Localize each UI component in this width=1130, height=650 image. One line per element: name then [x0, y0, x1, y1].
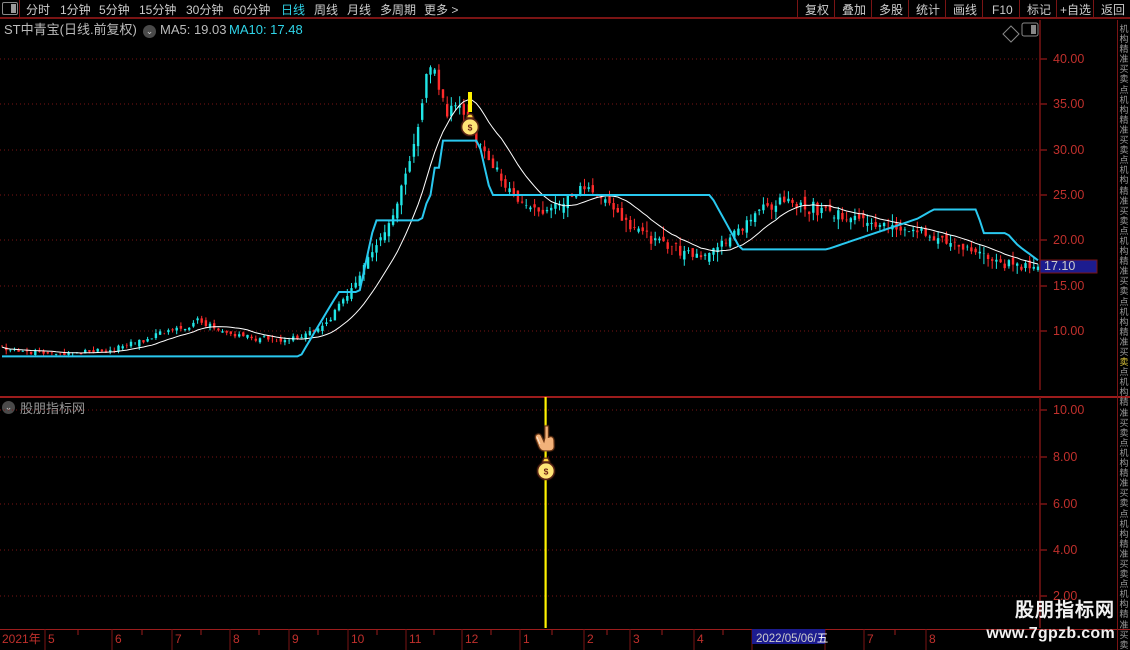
svg-text:1: 1 — [523, 632, 530, 646]
svg-text:8: 8 — [233, 632, 240, 646]
svg-text:6.00: 6.00 — [1053, 497, 1077, 511]
svg-text:12: 12 — [465, 632, 479, 646]
svg-text:8: 8 — [929, 632, 936, 646]
svg-text:40.00: 40.00 — [1053, 52, 1084, 66]
svg-text:10.00: 10.00 — [1053, 324, 1084, 338]
svg-text:$: $ — [544, 467, 549, 477]
svg-text:20.00: 20.00 — [1053, 233, 1084, 247]
svg-text:2022/05/06/五: 2022/05/06/五 — [756, 633, 828, 645]
svg-text:6: 6 — [115, 632, 122, 646]
svg-text:15.00: 15.00 — [1053, 279, 1084, 293]
svg-text:5: 5 — [48, 632, 55, 646]
svg-text:10: 10 — [351, 632, 365, 646]
svg-text:4: 4 — [697, 632, 704, 646]
svg-text:10.00: 10.00 — [1053, 403, 1084, 417]
svg-text:25.00: 25.00 — [1053, 188, 1084, 202]
svg-text:7: 7 — [867, 632, 874, 646]
svg-text:3: 3 — [633, 632, 640, 646]
svg-text:8.00: 8.00 — [1053, 450, 1077, 464]
svg-text:7: 7 — [175, 632, 182, 646]
svg-text:17.10: 17.10 — [1044, 259, 1075, 273]
svg-text:4.00: 4.00 — [1053, 543, 1077, 557]
svg-text:2: 2 — [587, 632, 594, 646]
svg-text:11: 11 — [409, 632, 422, 646]
svg-text:2021年: 2021年 — [2, 632, 41, 646]
svg-text:9: 9 — [292, 632, 299, 646]
svg-text:35.00: 35.00 — [1053, 97, 1084, 111]
svg-text:30.00: 30.00 — [1053, 143, 1084, 157]
